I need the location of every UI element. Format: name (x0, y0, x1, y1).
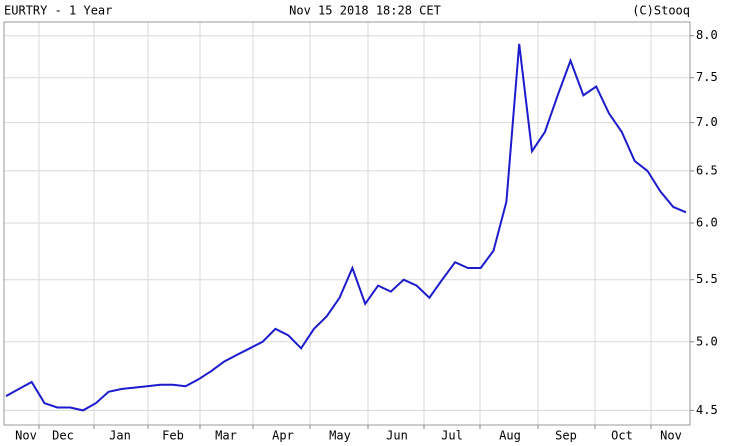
x-tick-label: Apr (272, 429, 294, 443)
y-tick-label: 5.0 (696, 334, 718, 348)
y-tick-label: 5.5 (696, 272, 718, 286)
x-tick-label: Mar (215, 429, 237, 443)
x-tick-label: Dec (52, 429, 74, 443)
y-tick-label: 7.5 (696, 70, 718, 84)
x-tick-label: Sep (555, 429, 577, 443)
x-tick-label: Aug (499, 429, 521, 443)
x-tick-label: Oct (611, 429, 633, 443)
x-tick-label: Jan (109, 429, 131, 443)
y-tick-label: 6.5 (696, 163, 718, 177)
y-tick-label: 4.5 (696, 403, 718, 417)
chart-subtitle: Nov 15 2018 18:28 CET (289, 4, 441, 18)
y-tick-label: 8.0 (696, 28, 718, 42)
x-tick-label: May (329, 429, 351, 443)
x-tick-label: Jun (386, 429, 408, 443)
price-line (5, 43, 687, 412)
x-tick-label: Jul (441, 429, 463, 443)
x-tick-label: Nov (15, 429, 37, 443)
y-tick-label: 6.0 (696, 216, 718, 230)
x-tick-label: Nov (660, 429, 682, 443)
chart-title: EURTRY - 1 Year (4, 4, 112, 18)
y-tick-label: 7.0 (696, 115, 718, 129)
x-tick-label: Feb (162, 429, 184, 443)
plot-frame (3, 21, 691, 426)
credit: (C)Stooq (632, 4, 690, 18)
